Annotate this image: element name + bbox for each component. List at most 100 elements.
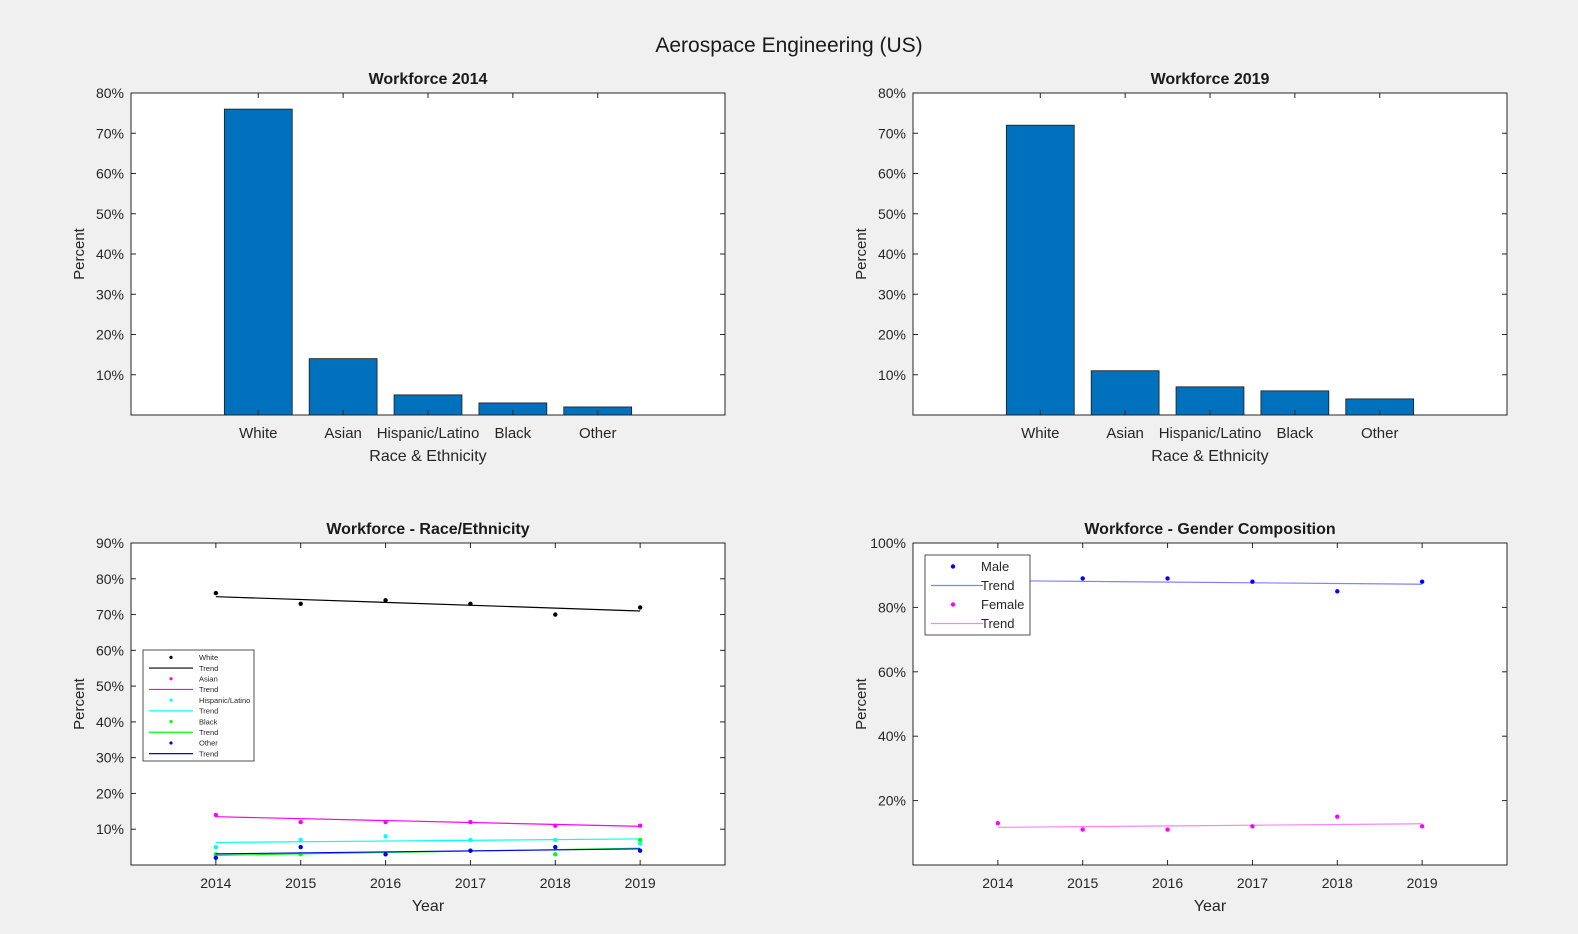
- y-tick-label: 20%: [96, 327, 124, 343]
- bar-white: [1005, 124, 1075, 416]
- chart-title: Workforce 2014: [369, 71, 488, 88]
- x-tick-label: Other: [579, 425, 617, 442]
- axes-box: [912, 542, 1508, 866]
- y-tick-label: 20%: [878, 327, 906, 343]
- x-tick-label: Other: [1361, 425, 1399, 442]
- legend-box: [924, 554, 1031, 636]
- point-white: [298, 601, 303, 607]
- chart-wf2014: Workforce 2014 10% 20% 30% 40% 50% 60% 70% 80% Pe…: [71, 71, 726, 465]
- legend-label: Hispanic/Latino: [199, 696, 250, 705]
- point-hispanic-latino: [553, 837, 558, 843]
- y-axis-label: Percent: [853, 677, 870, 730]
- point-male: [1335, 589, 1340, 594]
- x-tick-label: White: [239, 425, 277, 442]
- y-axis-label: Percent: [71, 677, 88, 730]
- point-black: [213, 852, 219, 857]
- y-axis-label: Percent: [71, 227, 88, 280]
- legend: Male Trend Female Trend: [924, 554, 1031, 636]
- legend-label: Male: [981, 559, 1009, 574]
- trend-line-asian: [215, 816, 641, 827]
- y-tick-label: 30%: [96, 286, 124, 302]
- point-asian: [298, 819, 303, 825]
- trend-line-white: [215, 596, 641, 612]
- legend-label: White: [199, 653, 218, 662]
- y-tick-label: 50%: [96, 678, 124, 694]
- point-other: [553, 844, 558, 850]
- chart-race: Workforce - Race/Ethnicity 10% 20% 30% 40% 50…: [71, 521, 726, 915]
- y-tick-label: 90%: [96, 535, 124, 551]
- axes-box: [130, 542, 726, 866]
- y-tick-label: 10%: [96, 821, 124, 837]
- point-male: [1250, 579, 1255, 584]
- x-tick-label: 2017: [455, 875, 486, 891]
- y-tick-label: 10%: [96, 367, 124, 383]
- x-tick-label: Asian: [324, 425, 362, 442]
- point-white: [553, 612, 558, 617]
- chart-title: Workforce - Gender Composition: [1084, 521, 1335, 538]
- point-white: [383, 598, 388, 603]
- point-asian: [637, 823, 643, 828]
- x-tick-label: 2016: [370, 875, 401, 891]
- y-tick-label: 40%: [878, 728, 906, 744]
- x-tick-label: Hispanic/Latino: [377, 425, 480, 442]
- legend-label: Asian: [199, 674, 218, 683]
- trend-line-other: [215, 848, 641, 855]
- y-tick-label: 80%: [96, 85, 124, 101]
- y-tick-label: 30%: [96, 750, 124, 766]
- axes-box: [130, 92, 726, 416]
- x-tick-label: Black: [495, 425, 532, 442]
- y-tick-label: 80%: [878, 85, 906, 101]
- trend-line-male: [997, 580, 1423, 585]
- axes-box: [912, 92, 1508, 416]
- legend-marker-swatch: [169, 741, 173, 745]
- y-tick-label: 50%: [96, 206, 124, 222]
- point-asian: [468, 819, 473, 825]
- y-tick-label: 20%: [96, 785, 124, 801]
- point-hispanic-latino: [298, 837, 303, 843]
- point-other: [637, 848, 643, 853]
- x-axis-label: Race & Ethnicity: [369, 448, 486, 465]
- trend-line-female: [997, 823, 1423, 828]
- bar-asian: [308, 358, 378, 416]
- x-tick-label: Black: [1277, 425, 1314, 442]
- legend-label: Female: [981, 597, 1024, 612]
- point-white: [213, 590, 219, 596]
- legend-label: Trend: [199, 664, 218, 673]
- point-female: [1250, 824, 1255, 829]
- point-other: [213, 855, 219, 861]
- x-axis-label: Year: [1194, 898, 1227, 915]
- y-tick-label: 40%: [878, 246, 906, 262]
- point-female: [995, 820, 1001, 826]
- point-hispanic-latino: [383, 834, 388, 839]
- x-tick-label: White: [1021, 425, 1059, 442]
- point-black: [553, 852, 558, 857]
- point-female: [1419, 824, 1425, 829]
- point-hispanic-latino: [468, 837, 473, 843]
- y-tick-label: 60%: [96, 166, 124, 182]
- x-tick-label: Asian: [1106, 425, 1144, 442]
- x-tick-label: 2014: [982, 875, 1013, 891]
- trend-line-hispanic-latino: [215, 838, 641, 844]
- chart-title: Workforce - Race/Ethnicity: [326, 521, 529, 538]
- y-tick-label: 20%: [878, 793, 906, 809]
- x-tick-label: 2015: [285, 875, 316, 891]
- x-tick-label: 2016: [1152, 875, 1183, 891]
- y-tick-label: 30%: [878, 286, 906, 302]
- legend-label: Trend: [199, 749, 218, 758]
- legend-marker-swatch: [169, 719, 173, 724]
- bar-white: [223, 108, 293, 416]
- y-tick-label: 80%: [96, 571, 124, 587]
- x-tick-label: 2019: [625, 875, 656, 891]
- legend-label: Trend: [981, 578, 1014, 593]
- y-tick-label: 40%: [96, 246, 124, 262]
- plot-area: [913, 93, 1507, 415]
- legend-label: Trend: [199, 707, 218, 716]
- y-tick-label: 70%: [878, 125, 906, 141]
- y-tick-label: 10%: [878, 367, 906, 383]
- legend-marker-swatch: [169, 677, 173, 681]
- x-tick-label: 2018: [1322, 875, 1353, 891]
- x-tick-label: 2019: [1407, 875, 1438, 891]
- y-tick-label: 70%: [96, 607, 124, 623]
- legend-marker-swatch: [169, 655, 173, 659]
